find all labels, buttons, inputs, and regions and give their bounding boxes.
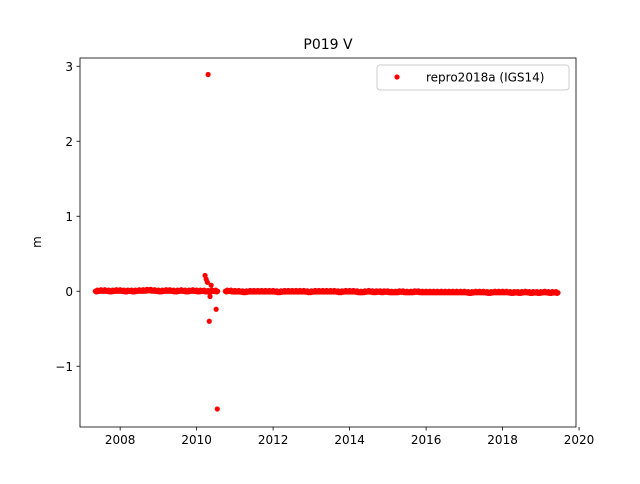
y-tick-label: 2 <box>65 135 73 149</box>
legend-marker <box>394 74 400 80</box>
x-tick-label: 2016 <box>411 433 442 447</box>
data-point <box>215 288 221 294</box>
y-tick-label: 3 <box>65 60 73 74</box>
legend-label: repro2018a (IGS14) <box>426 71 544 85</box>
data-point <box>213 306 219 312</box>
y-tick-label: 0 <box>65 285 73 299</box>
x-tick-label: 2020 <box>564 433 595 447</box>
data-point <box>214 406 220 412</box>
x-tick-label: 2018 <box>487 433 518 447</box>
data-point <box>207 293 213 300</box>
x-tick-label: 2010 <box>181 433 212 447</box>
data-point <box>204 279 210 285</box>
x-tick-label: 2014 <box>334 433 365 447</box>
x-tick-label: 2012 <box>258 433 289 447</box>
data-point <box>205 71 211 78</box>
plot-frame <box>79 57 577 428</box>
data-point <box>555 290 561 296</box>
x-tick-label: 2008 <box>105 433 136 447</box>
chart-title: P019 V <box>303 37 353 53</box>
y-tick-label: −1 <box>55 360 73 374</box>
legend: repro2018a (IGS14) <box>376 64 570 91</box>
data-point <box>208 282 214 288</box>
data-point <box>206 318 212 324</box>
y-tick-label: 1 <box>65 210 73 224</box>
data-points <box>92 71 561 412</box>
legend-box <box>376 64 570 91</box>
y-axis-label: m <box>30 236 44 248</box>
